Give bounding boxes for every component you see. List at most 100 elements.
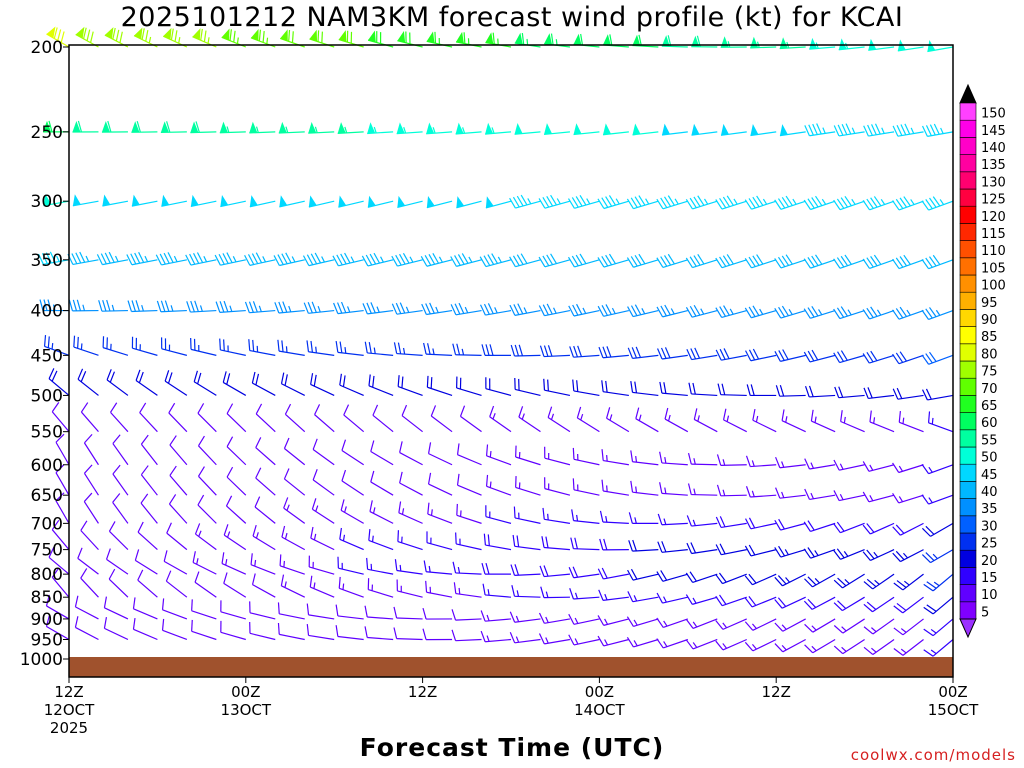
wind-barb xyxy=(716,484,747,497)
credit-link[interactable]: coolwx.com/models xyxy=(850,746,1016,764)
barb-feather xyxy=(663,382,667,394)
wind-barb xyxy=(219,338,246,356)
barb-half-feather xyxy=(839,493,844,501)
barb-shaft xyxy=(455,638,482,642)
barb-half-feather xyxy=(784,549,789,556)
barb-shaft xyxy=(782,618,806,632)
wind-barb xyxy=(480,630,512,643)
barb-feather xyxy=(112,464,121,475)
wind-barb xyxy=(302,252,335,267)
wind-barb xyxy=(630,450,659,466)
wind-barb xyxy=(627,346,659,359)
barb-shaft xyxy=(927,394,954,401)
wind-barb xyxy=(193,370,217,396)
wind-barb xyxy=(192,551,217,575)
barb-half-feather xyxy=(722,622,728,629)
barb-feather xyxy=(454,303,461,315)
barb-feather xyxy=(867,387,873,399)
barb-feather xyxy=(687,452,692,465)
wind-barb xyxy=(455,122,482,135)
wind-barb xyxy=(626,195,659,210)
barb-feather xyxy=(512,196,520,208)
barb-feather xyxy=(539,345,545,357)
barb-feather xyxy=(719,306,727,317)
barb-feather xyxy=(656,571,664,582)
barb-shaft xyxy=(722,638,747,651)
barb-feather xyxy=(461,253,469,264)
wind-barb xyxy=(597,615,630,626)
barb-shaft xyxy=(191,610,217,620)
barb-feather xyxy=(80,371,87,383)
barb-half-feather xyxy=(785,416,788,423)
barb-feather xyxy=(197,435,205,447)
colorbar-swatch xyxy=(959,601,977,620)
barb-flag xyxy=(661,123,670,136)
wind-barb xyxy=(544,446,571,466)
barb-feather xyxy=(626,636,634,648)
barb-feather xyxy=(601,197,609,208)
barb-feather xyxy=(86,29,91,41)
barb-shaft xyxy=(112,501,129,524)
barb-feather xyxy=(491,253,498,264)
barb-feather xyxy=(51,370,58,382)
wind-barb xyxy=(685,195,718,210)
barb-feather xyxy=(777,597,787,607)
barb-feather xyxy=(862,353,870,364)
barb-feather xyxy=(258,29,262,42)
barb-half-feather xyxy=(674,198,679,205)
barb-shaft xyxy=(898,310,924,320)
wind-barb xyxy=(83,492,99,524)
barb-shaft xyxy=(809,354,836,363)
barb-feather xyxy=(309,575,313,588)
barb-feather xyxy=(427,343,431,355)
barb-shaft xyxy=(367,39,394,48)
barb-shaft xyxy=(720,494,747,497)
wind-barb xyxy=(45,594,70,620)
barb-shaft xyxy=(544,131,570,136)
barb-feather xyxy=(571,197,579,208)
barb-half-feather xyxy=(255,126,259,133)
barb-shaft xyxy=(603,490,629,496)
barb-shaft xyxy=(161,348,188,356)
wind-barb xyxy=(627,591,659,603)
wind-barb xyxy=(255,437,276,466)
barb-shaft xyxy=(632,131,659,136)
wind-barb xyxy=(598,589,629,601)
wind-barb xyxy=(862,461,895,472)
barb-shaft xyxy=(220,631,246,641)
wind-barb xyxy=(659,451,688,466)
wind-barb xyxy=(833,521,865,534)
barb-feather xyxy=(77,368,84,380)
barb-feather xyxy=(185,254,192,266)
barb-feather xyxy=(726,254,734,265)
wind-barb xyxy=(370,470,394,496)
barb-feather xyxy=(569,588,575,600)
wind-barb xyxy=(744,618,777,631)
wind-barb xyxy=(715,618,747,630)
barb-shaft xyxy=(426,259,453,267)
barb-feather xyxy=(627,569,634,581)
wind-barb xyxy=(226,466,247,496)
barb-feather xyxy=(370,470,375,483)
wind-barb xyxy=(657,541,688,553)
barb-flag xyxy=(337,122,346,134)
wind-barb xyxy=(197,494,217,524)
barb-feather xyxy=(284,403,292,415)
barb-feather xyxy=(840,255,849,266)
wind-barb xyxy=(833,195,865,211)
barb-feather xyxy=(608,253,616,265)
barb-half-feather xyxy=(604,618,609,625)
barb-feather xyxy=(343,404,350,416)
barb-feather xyxy=(250,553,253,565)
barb-feather xyxy=(288,29,291,42)
barb-half-feather xyxy=(670,308,675,315)
barb-feather xyxy=(690,542,697,554)
barb-half-feather xyxy=(468,256,473,263)
barb-half-feather xyxy=(843,550,849,557)
wind-barb xyxy=(423,560,453,575)
barb-half-feather xyxy=(574,592,579,599)
barb-feather xyxy=(255,373,260,386)
barb-half-feather xyxy=(822,127,826,134)
barb-shaft xyxy=(633,200,659,210)
barb-half-feather xyxy=(633,619,638,626)
